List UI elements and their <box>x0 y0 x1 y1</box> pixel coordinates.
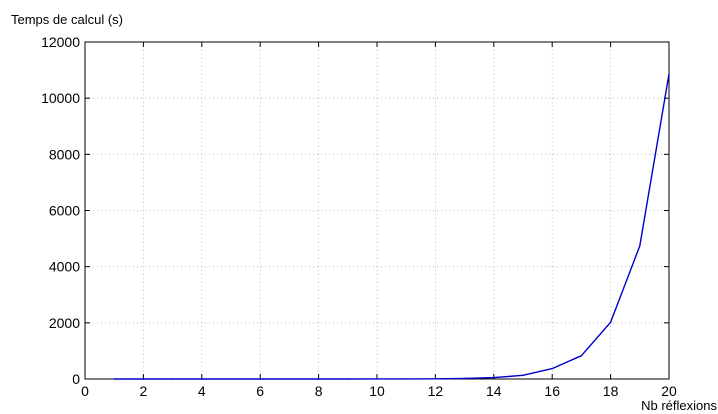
x-tick-label: 14 <box>486 383 502 399</box>
data-point <box>142 378 145 380</box>
data-point <box>639 245 641 247</box>
data-point <box>522 374 524 377</box>
x-tick-label: 16 <box>544 383 560 399</box>
data-point <box>376 378 378 380</box>
y-tick-label: 2000 <box>49 315 80 331</box>
data-point <box>405 378 407 380</box>
x-tick-label: 2 <box>140 383 148 399</box>
data-point <box>288 378 291 380</box>
series-line <box>114 73 670 380</box>
data-point <box>230 378 232 380</box>
x-tick-label: 10 <box>369 383 385 399</box>
axis-ticks: 0 2 4 6 8 10 12 14 16 18 20 0 2000 4000 6000 8000 10000 1… <box>41 34 677 399</box>
y-tick-label: 10000 <box>41 90 80 106</box>
x-tick-label: 12 <box>428 383 444 399</box>
data-point <box>551 367 553 370</box>
y-axis-label: Temps de calcul (s) <box>11 12 123 27</box>
x-tick-label: 0 <box>81 383 89 399</box>
data-point <box>609 321 612 323</box>
data-point <box>668 73 670 75</box>
x-tick-label: 6 <box>256 383 264 399</box>
data-point <box>171 378 174 380</box>
x-tick-label: 18 <box>603 383 619 399</box>
data-point <box>463 377 466 380</box>
y-tick-label: 6000 <box>49 203 80 219</box>
y-tick-label: 8000 <box>49 146 80 162</box>
data-point <box>113 378 115 380</box>
data-point <box>434 378 437 380</box>
x-tick-label: 4 <box>198 383 206 399</box>
data-point <box>493 376 495 379</box>
data-point <box>347 378 349 380</box>
data-point <box>317 378 320 380</box>
x-axis-label: Nb réflexions <box>641 398 717 413</box>
y-tick-label: 4000 <box>49 259 80 275</box>
x-tick-label: 8 <box>315 383 323 399</box>
data-point <box>259 378 261 380</box>
data-point <box>580 354 583 357</box>
series-group <box>113 73 670 380</box>
data-point <box>201 378 203 380</box>
y-tick-label: 0 <box>72 371 80 387</box>
y-tick-label: 12000 <box>41 34 80 50</box>
grid-lines <box>85 42 669 379</box>
x-tick-label: 20 <box>661 383 677 399</box>
